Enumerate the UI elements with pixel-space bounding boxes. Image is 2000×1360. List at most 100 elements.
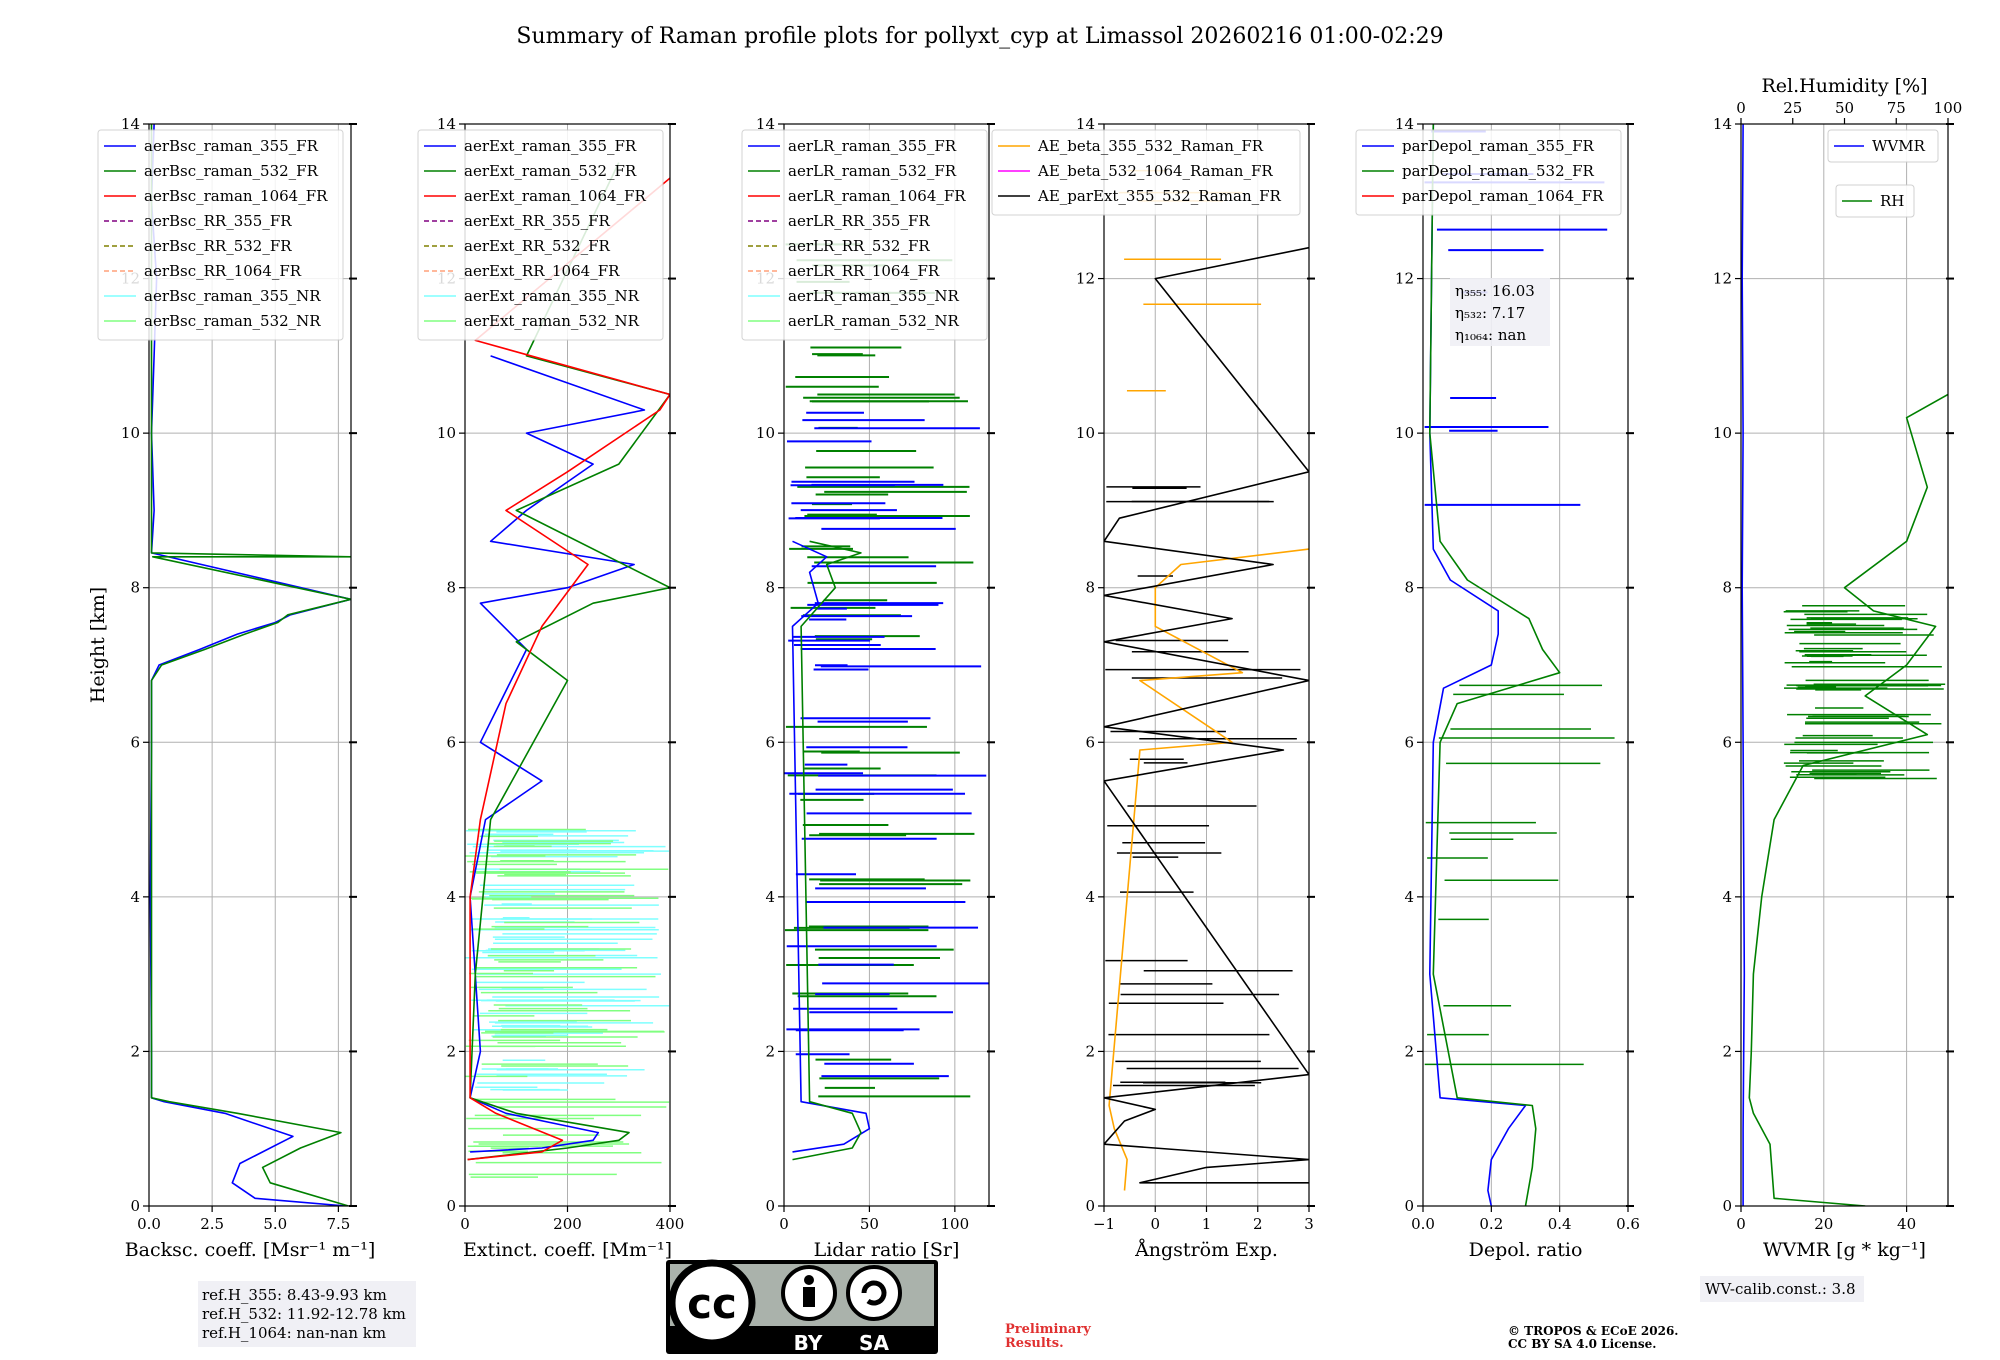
plot-area xyxy=(784,243,989,1161)
y-tick-label-4: 8 xyxy=(1404,579,1414,597)
y-tick-label-2: 4 xyxy=(1722,888,1732,906)
cc-logo-icon xyxy=(668,1259,756,1347)
attribution-icon-body xyxy=(803,1287,815,1307)
legend-label-aerBsc_raman_532_FR: aerBsc_raman_532_FR xyxy=(144,162,319,180)
legend-box-wvmr xyxy=(1827,129,1939,163)
legend-label-parDepol_raman_355_FR: parDepol_raman_355_FR xyxy=(1402,137,1595,155)
legend-label-aerLR_RR_1064_FR: aerLR_RR_1064_FR xyxy=(788,262,940,280)
y-tick-label-5: 10 xyxy=(1713,424,1732,442)
axes-frame xyxy=(783,123,990,1207)
y-axis-label: Height [km] xyxy=(87,587,109,703)
x-tick-label-2: 5.0 xyxy=(263,1215,287,1233)
eta-355: η₃₅₅: 16.03 xyxy=(1455,282,1535,300)
x-tick-label-4: 3 xyxy=(1304,1215,1314,1233)
y-tick-label-7: 14 xyxy=(756,115,775,133)
legend-label-RH: RH xyxy=(1880,192,1904,210)
y-tick-label-7: 14 xyxy=(1076,115,1095,133)
legend-label-aerLR_RR_532_FR: aerLR_RR_532_FR xyxy=(788,237,930,255)
x-tick-label-2: 100 xyxy=(941,1215,970,1233)
legend-box xyxy=(1355,129,1622,216)
y-tick-label-6: 12 xyxy=(1395,270,1414,288)
x-axis-label: Extinct. coeff. [Mm⁻¹] xyxy=(463,1239,672,1261)
x-tick-label-0: −1 xyxy=(1093,1215,1115,1233)
legend-label-aerBsc_raman_355_FR: aerBsc_raman_355_FR xyxy=(144,137,319,155)
y-tick-label-0: 0 xyxy=(1722,1197,1732,1215)
plot-area xyxy=(149,124,351,1206)
legend-label-aerBsc_RR_1064_FR: aerBsc_RR_1064_FR xyxy=(144,262,302,280)
legend-label-aerBsc_raman_1064_FR: aerBsc_raman_1064_FR xyxy=(144,187,328,205)
x-tick-label-0: 0 xyxy=(779,1215,789,1233)
panel-depol: 0 2 4 6 8 10 12 14 0.0 0.2 0.4 0.6 Depol. ratio parDe… xyxy=(1355,115,1640,1261)
legend-box xyxy=(991,129,1301,216)
legend-label-aerLR_raman_1064_FR: aerLR_raman_1064_FR xyxy=(788,187,966,205)
x-tick-label-1: 50 xyxy=(860,1215,879,1233)
y-tick-label-5: 10 xyxy=(437,424,456,442)
x-tick-label-0: 0.0 xyxy=(1411,1215,1435,1233)
axes-frame xyxy=(148,123,352,1207)
y-tick-label-7: 14 xyxy=(121,115,140,133)
series-line-aerLR_raman_532_FR xyxy=(792,540,862,1161)
legend-label-aerExt_raman_532_NR: aerExt_raman_532_NR xyxy=(464,312,640,330)
y-tick-label-7: 14 xyxy=(1395,115,1414,133)
plot-area xyxy=(465,162,670,1178)
legend: AE_beta_355_532_Raman_FR AE_beta_532_1064… xyxy=(991,129,1301,216)
cc-by-sa-badge: cc BY SA xyxy=(666,1259,938,1355)
x-tick-label-2: 40 xyxy=(1897,1215,1916,1233)
legend-label-aerExt_raman_355_NR: aerExt_raman_355_NR xyxy=(464,287,640,305)
legend-label-aerExt_RR_355_FR: aerExt_RR_355_FR xyxy=(464,212,611,230)
y-tick-label-5: 10 xyxy=(1395,424,1414,442)
y-tick-label-6: 12 xyxy=(1713,270,1732,288)
legend: aerExt_raman_355_FR aerExt_raman_532_FRae… xyxy=(417,129,664,341)
x-axis-label: Ångström Exp. xyxy=(1134,1239,1278,1261)
y-tick-label-3: 6 xyxy=(765,733,775,751)
wv-calib-box-bg xyxy=(1700,1276,1864,1302)
series-line-aerBsc_raman_532_FR xyxy=(150,124,351,1206)
y-tick-label-2: 4 xyxy=(1404,888,1414,906)
y-tick-label-5: 10 xyxy=(121,424,140,442)
cc-logo-text: cc xyxy=(687,1279,737,1328)
top-x-tick-label-2: 50 xyxy=(1835,99,1854,117)
x-tick-label-0: 0 xyxy=(1736,1215,1746,1233)
y-tick-label-4: 8 xyxy=(1085,579,1095,597)
top-x-axis-label: Rel.Humidity [%] xyxy=(1761,75,1927,97)
x-tick-label-1: 0.2 xyxy=(1479,1215,1503,1233)
legend-label-parDepol_raman_1064_FR: parDepol_raman_1064_FR xyxy=(1402,187,1604,205)
copyright-line2: CC BY SA 4.0 License. xyxy=(1508,1337,1656,1351)
top-x-tick-label-4: 100 xyxy=(1934,99,1963,117)
x-tick-label-0: 0 xyxy=(460,1215,470,1233)
legend-label-aerExt_raman_355_FR: aerExt_raman_355_FR xyxy=(464,137,637,155)
series-line-aerExt_raman_532_FR xyxy=(467,162,670,1161)
y-tick-label-0: 0 xyxy=(1085,1197,1095,1215)
y-tick-label-5: 10 xyxy=(756,424,775,442)
y-tick-label-3: 6 xyxy=(1722,733,1732,751)
series-line-WVMR xyxy=(1741,124,1746,1206)
series-line-AE_beta_355_532_Raman_FR xyxy=(1108,548,1309,1191)
legend-label-WVMR: WVMR xyxy=(1872,137,1926,155)
y-tick-label-0: 0 xyxy=(1404,1197,1414,1215)
y-tick-label-4: 8 xyxy=(130,579,140,597)
series-line-parDepol_raman_355_FR xyxy=(1429,124,1527,1206)
x-tick-label-3: 7.5 xyxy=(326,1215,350,1233)
x-tick-label-0: 0.0 xyxy=(137,1215,161,1233)
y-tick-label-7: 14 xyxy=(1713,115,1732,133)
y-tick-label-6: 12 xyxy=(1076,270,1095,288)
legend: aerLR_raman_355_FR aerLR_raman_532_FR aerL… xyxy=(741,129,988,341)
panel-ext: 024681012140200400Extinct. coeff. [Mm⁻¹]… xyxy=(417,115,684,1261)
ref-height-box: ref.H_355: 8.43-9.93 km ref.H_532: 11.92… xyxy=(198,1281,416,1347)
legend: WVMR RH xyxy=(1827,129,1939,218)
y-tick-label-0: 0 xyxy=(446,1197,456,1215)
legend-label-aerBsc_RR_355_FR: aerBsc_RR_355_FR xyxy=(144,212,292,230)
y-tick-label-3: 6 xyxy=(1085,733,1095,751)
legend-label-aerExt_RR_1064_FR: aerExt_RR_1064_FR xyxy=(464,262,620,280)
attribution-icon-head xyxy=(804,1275,814,1285)
plot-area xyxy=(1741,124,1948,1206)
legend-label-aerBsc_RR_532_FR: aerBsc_RR_532_FR xyxy=(144,237,292,255)
y-tick-label-2: 4 xyxy=(765,888,775,906)
series-line-parDepol_raman_532_FR xyxy=(1429,124,1561,1206)
eta-box-bg xyxy=(1450,278,1550,346)
eta-532: η₅₃₂: 7.17 xyxy=(1455,304,1525,322)
axes-frame xyxy=(1422,123,1629,1207)
